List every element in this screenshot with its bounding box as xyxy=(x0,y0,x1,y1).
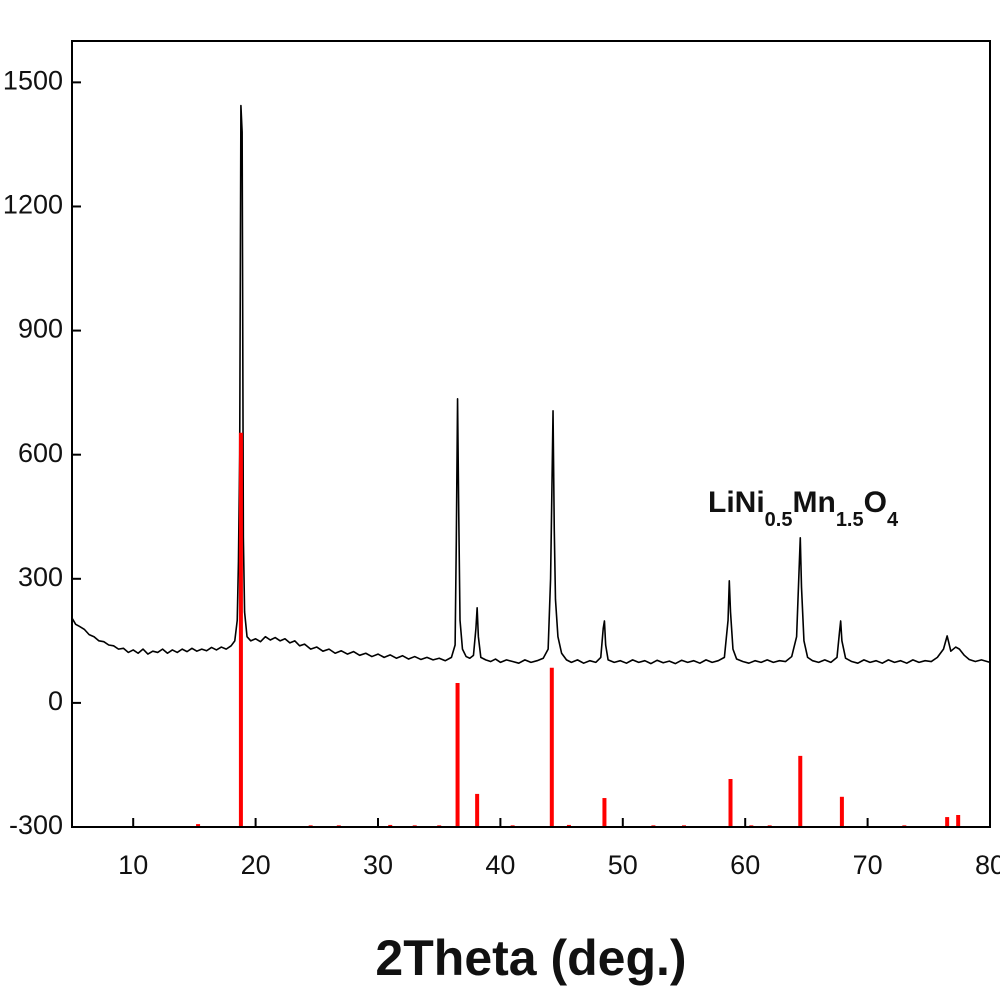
y-tick-label: 600 xyxy=(18,438,63,468)
x-tick-label: 80 xyxy=(975,850,1000,880)
y-tick-label: 1500 xyxy=(3,65,63,95)
plot-frame xyxy=(71,40,991,828)
y-tick-label: 300 xyxy=(18,562,63,592)
pattern-line xyxy=(71,104,991,665)
annotation-part: O xyxy=(864,486,887,519)
y-tick-label: 900 xyxy=(18,314,63,344)
annotation-part: 0.5 xyxy=(765,509,793,531)
y-tick-label: -300 xyxy=(9,810,63,840)
y-tick-label: 1200 xyxy=(3,190,63,220)
x-tick-label: 70 xyxy=(853,850,883,880)
x-tick-label: 60 xyxy=(730,850,760,880)
annotation-part: Mn xyxy=(792,486,835,519)
plot-area xyxy=(71,104,991,827)
x-tick-label: 30 xyxy=(363,850,393,880)
x-axis-title: 2Theta (deg.) xyxy=(375,930,686,986)
x-tick-label: 50 xyxy=(608,850,638,880)
x-tick-label: 10 xyxy=(118,850,148,880)
annotation: LiNi0.5Mn1.5O4 xyxy=(708,486,899,531)
x-tick-label: 20 xyxy=(241,850,271,880)
annotation-part: 4 xyxy=(887,509,899,531)
y-tick-label: 0 xyxy=(48,686,63,716)
annotation-part: LiNi xyxy=(708,486,765,519)
annotation-part: 1.5 xyxy=(836,509,864,531)
x-tick-label: 40 xyxy=(485,850,515,880)
